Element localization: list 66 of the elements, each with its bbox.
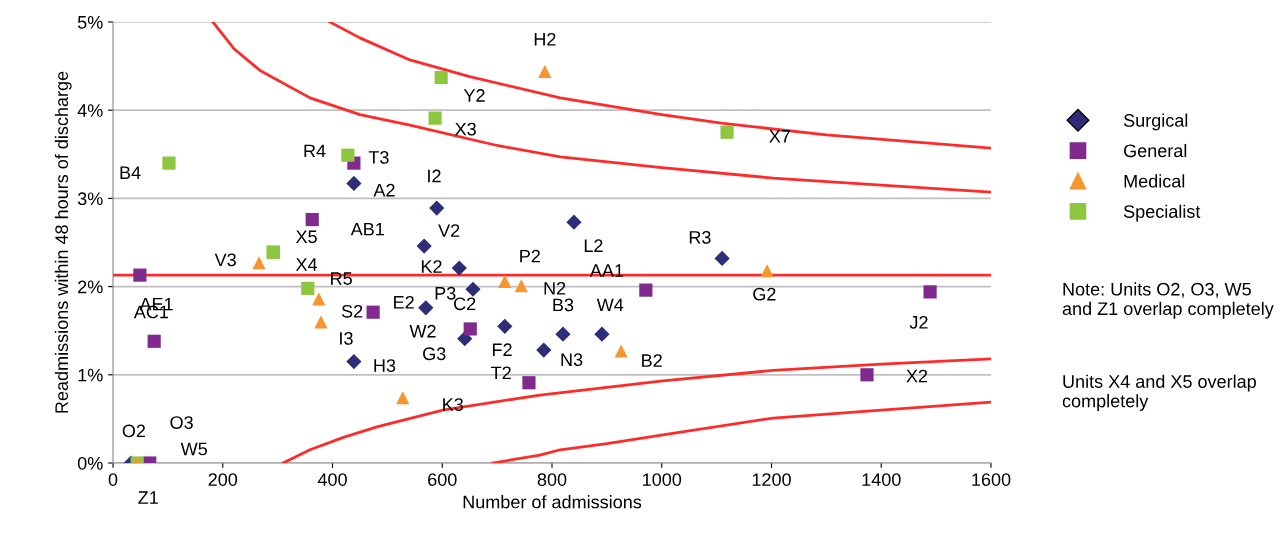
x-tick-label: 1000 [643,473,682,486]
annotation: K2 [421,260,442,273]
annotation: L2 [584,239,603,252]
annotation: R5 [331,272,352,285]
annotation: AA1 [589,264,624,277]
annotation: N2 [544,281,566,295]
annotation: R4 [304,144,326,158]
x-tick-label: 600 [428,473,457,486]
annotation: I2 [428,169,441,183]
annotation: T2 [491,366,511,380]
annotation: N3 [561,353,583,367]
text: Units X4 and X5 overlap completely [1062,374,1256,411]
annotation: G3 [423,347,446,361]
y-tick-label: 4% [77,104,103,117]
annotation: O3 [170,416,193,429]
annotation: P2 [520,249,540,263]
legend-label: Medical [1124,174,1185,188]
annotation: X2 [906,369,928,383]
annotation: G2 [753,287,776,301]
annotation: W4 [596,298,624,312]
annotation: B4 [120,166,141,179]
annotation: R3 [689,230,711,244]
annotation: O2 [122,424,146,438]
annotation: A2 [373,183,395,197]
y-tick-label: 0% [77,456,103,470]
annotation: Y2 [463,89,485,102]
annotation: Z1 [138,491,158,504]
x-axis-title: Number of admissions [463,495,642,509]
x-tick-label: 200 [208,473,238,486]
annotation: W2 [409,324,436,338]
y-tick-label: 2% [78,280,103,294]
annotation: K3 [443,398,463,411]
x-tick-label: 400 [317,473,347,486]
legend-label: Surgical [1123,113,1188,131]
annotation: V2 [438,224,460,237]
legend-label: General [1124,143,1187,158]
x-tick-label: 800 [537,473,567,486]
annotation: X4 [295,258,318,271]
y-axis-title: Readmissions within 48 hours of discharge [54,71,72,413]
annotation: B3 [553,298,574,312]
annotation: I3 [340,332,353,345]
annotation: T3 [368,151,389,164]
text: Note: Units O2, O3, W5 and Z1 overlap completely [1062,282,1274,319]
annotation: X7 [769,130,790,143]
x-tick-label: 1600 [972,473,1011,486]
annotation: H2 [534,32,556,46]
x-tick-label: 0 [108,473,118,486]
annotation: J2 [909,315,928,329]
annotation: X3 [455,122,476,136]
annotation: X5 [295,230,317,244]
x-tick-label: 1400 [862,473,901,486]
annotation: C2 [454,297,476,311]
legend-label: Specialist [1123,204,1201,222]
x-tick-label: 1200 [752,473,791,486]
y-tick-label: 5% [77,16,103,29]
y-tick-label: 3% [77,192,103,206]
annotation: V3 [214,253,236,267]
annotation: W5 [180,442,207,456]
annotation: P3 [435,286,456,300]
annotation: E2 [394,295,414,309]
annotation: B2 [642,354,662,367]
annotation: H3 [374,359,396,372]
annotation: F2 [492,343,512,356]
annotation: S2 [341,304,363,318]
y-tick-label: 1% [78,368,103,382]
annotation: AB1 [350,222,384,236]
